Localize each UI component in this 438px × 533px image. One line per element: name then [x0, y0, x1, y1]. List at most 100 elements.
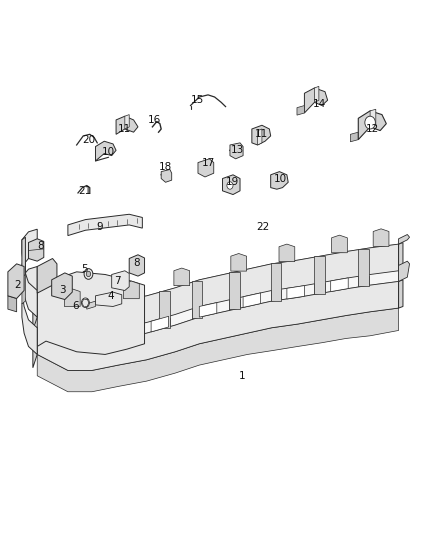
Polygon shape [129, 255, 145, 276]
Polygon shape [37, 259, 57, 293]
Polygon shape [8, 264, 24, 298]
Polygon shape [229, 272, 240, 309]
Text: 8: 8 [134, 258, 140, 268]
Text: 2: 2 [14, 280, 21, 290]
Polygon shape [37, 272, 145, 354]
Polygon shape [198, 159, 214, 177]
Text: 4: 4 [107, 291, 114, 301]
Polygon shape [28, 239, 44, 261]
Polygon shape [399, 280, 403, 308]
Polygon shape [331, 278, 348, 292]
Polygon shape [37, 308, 399, 392]
Polygon shape [399, 243, 403, 271]
Polygon shape [271, 263, 281, 301]
Polygon shape [126, 298, 137, 336]
Polygon shape [350, 132, 358, 142]
Circle shape [81, 298, 89, 308]
Polygon shape [304, 88, 328, 113]
Polygon shape [95, 292, 122, 306]
Text: 21: 21 [78, 186, 91, 196]
Text: 6: 6 [72, 302, 79, 311]
Polygon shape [37, 244, 399, 333]
Polygon shape [37, 281, 399, 370]
Polygon shape [358, 111, 386, 140]
Polygon shape [52, 273, 72, 300]
Polygon shape [116, 116, 138, 134]
Text: 9: 9 [96, 222, 103, 232]
Polygon shape [126, 325, 137, 362]
Polygon shape [192, 280, 202, 318]
Polygon shape [22, 229, 37, 317]
Polygon shape [258, 129, 262, 145]
Polygon shape [8, 296, 17, 312]
Polygon shape [192, 307, 202, 344]
Polygon shape [43, 296, 53, 334]
Text: 3: 3 [59, 286, 66, 295]
Polygon shape [107, 327, 125, 341]
Polygon shape [68, 214, 142, 236]
Text: 18: 18 [159, 163, 172, 172]
Text: 13: 13 [231, 146, 244, 155]
Polygon shape [229, 298, 240, 336]
Polygon shape [67, 333, 78, 370]
Text: 11: 11 [118, 124, 131, 134]
Polygon shape [22, 266, 37, 354]
Text: 11: 11 [255, 130, 268, 139]
Polygon shape [399, 235, 410, 244]
Polygon shape [43, 323, 53, 360]
Polygon shape [243, 293, 261, 308]
Text: 7: 7 [114, 277, 120, 286]
Text: 12: 12 [366, 124, 379, 134]
Polygon shape [37, 244, 399, 344]
Text: 14: 14 [313, 99, 326, 109]
Text: 5: 5 [81, 264, 88, 274]
Polygon shape [252, 125, 271, 145]
Text: 8: 8 [37, 241, 44, 251]
Polygon shape [124, 281, 139, 298]
Polygon shape [279, 244, 295, 262]
Polygon shape [223, 175, 240, 195]
Polygon shape [314, 86, 319, 102]
Polygon shape [358, 249, 369, 286]
Polygon shape [159, 318, 170, 355]
Polygon shape [22, 261, 25, 304]
Polygon shape [33, 290, 37, 330]
Polygon shape [271, 290, 281, 327]
Polygon shape [230, 143, 243, 159]
Polygon shape [33, 328, 37, 368]
Polygon shape [125, 115, 129, 129]
Polygon shape [199, 303, 217, 317]
Polygon shape [91, 305, 102, 343]
Circle shape [86, 271, 91, 277]
Text: 10: 10 [102, 147, 115, 157]
Text: 16: 16 [148, 115, 161, 125]
Polygon shape [297, 106, 304, 115]
Polygon shape [151, 316, 169, 332]
Text: 22: 22 [256, 222, 269, 231]
Polygon shape [332, 235, 347, 253]
Text: 19: 19 [226, 177, 239, 187]
Polygon shape [67, 306, 78, 344]
Polygon shape [22, 237, 25, 277]
Polygon shape [61, 330, 79, 344]
Polygon shape [314, 256, 325, 294]
Polygon shape [231, 254, 247, 271]
Polygon shape [159, 291, 170, 328]
Polygon shape [373, 229, 389, 246]
Text: 15: 15 [191, 95, 204, 105]
Text: 1: 1 [239, 371, 245, 381]
Polygon shape [87, 301, 95, 309]
Text: 10: 10 [274, 174, 287, 183]
Polygon shape [174, 268, 190, 286]
Polygon shape [399, 261, 410, 281]
Polygon shape [287, 286, 304, 299]
Polygon shape [95, 141, 116, 161]
Circle shape [227, 182, 233, 189]
Text: 20: 20 [82, 135, 95, 144]
Polygon shape [161, 169, 172, 182]
Polygon shape [112, 271, 129, 290]
Circle shape [84, 269, 93, 279]
Polygon shape [64, 289, 80, 306]
Polygon shape [370, 109, 376, 127]
Circle shape [365, 116, 375, 129]
